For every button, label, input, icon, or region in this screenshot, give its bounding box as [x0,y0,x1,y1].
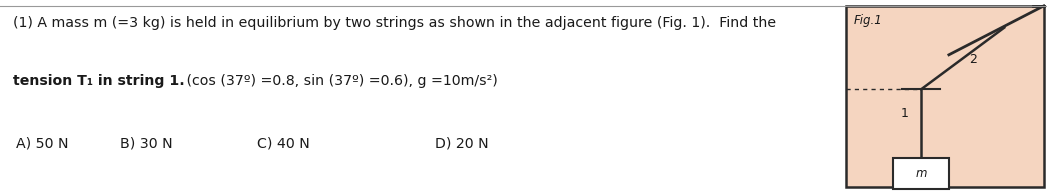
Text: tension T₁ in string 1.: tension T₁ in string 1. [13,74,184,88]
Text: D) 20 N: D) 20 N [435,136,488,151]
Text: C) 40 N: C) 40 N [257,136,309,151]
Text: (1) A mass m (=3 kg) is held in equilibrium by two strings as shown in the adjac: (1) A mass m (=3 kg) is held in equilibr… [13,16,776,30]
Text: B) 30 N: B) 30 N [120,136,173,151]
Text: A) 50 N: A) 50 N [16,136,68,151]
Text: 2: 2 [970,53,977,66]
Text: 1: 1 [900,107,909,121]
Bar [893,158,949,189]
Bar [846,6,1044,187]
Text: m: m [915,167,927,180]
Text: Fig.1: Fig.1 [853,14,882,27]
Text: (cos (37º) =0.8, sin (37º) =0.6), g =10m/s²): (cos (37º) =0.8, sin (37º) =0.6), g =10m… [182,74,498,88]
